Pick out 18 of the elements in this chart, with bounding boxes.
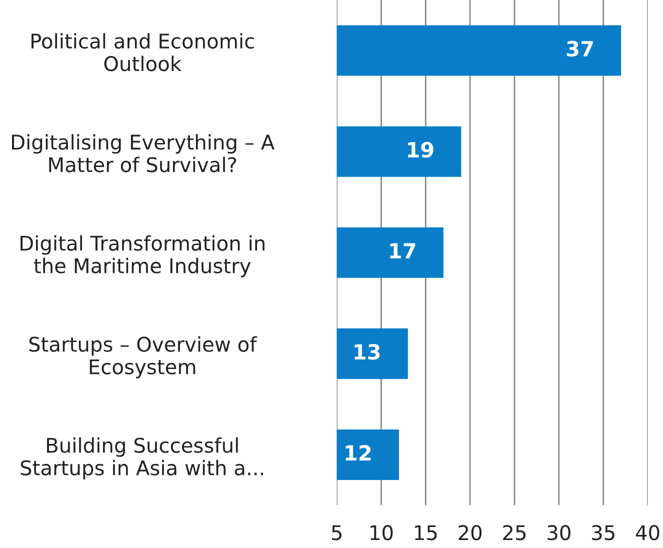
- data-label: 19: [408, 142, 434, 158]
- data-label: 17: [390, 243, 416, 258]
- x-tick-label: 5: [332, 525, 342, 540]
- x-tick-label: 20: [458, 525, 482, 540]
- data-label: 37: [566, 40, 593, 57]
- x-tick-label: 25: [503, 525, 526, 540]
- y-tick-label: Startups – Overview of Ecosystem: [29, 336, 258, 378]
- y-tick-label: Political and Economic Outlook: [32, 33, 254, 72]
- x-tick-label: 30: [548, 525, 570, 540]
- x-tick-label: 40: [636, 525, 660, 540]
- x-tick-label: 10: [370, 525, 393, 540]
- y-tick-label: Digitalising Everything – A Matter of Survival?: [12, 134, 275, 172]
- data-label: 13: [354, 344, 380, 360]
- x-tick-label: 35: [592, 525, 614, 540]
- data-label: 12: [346, 445, 371, 460]
- y-tick-label: Digital Transformation in the Maritime Industry: [20, 235, 264, 278]
- y-tick-label: Building Successful Startups in Asia with a...: [20, 437, 264, 480]
- x-tick-label: 15: [415, 525, 437, 540]
